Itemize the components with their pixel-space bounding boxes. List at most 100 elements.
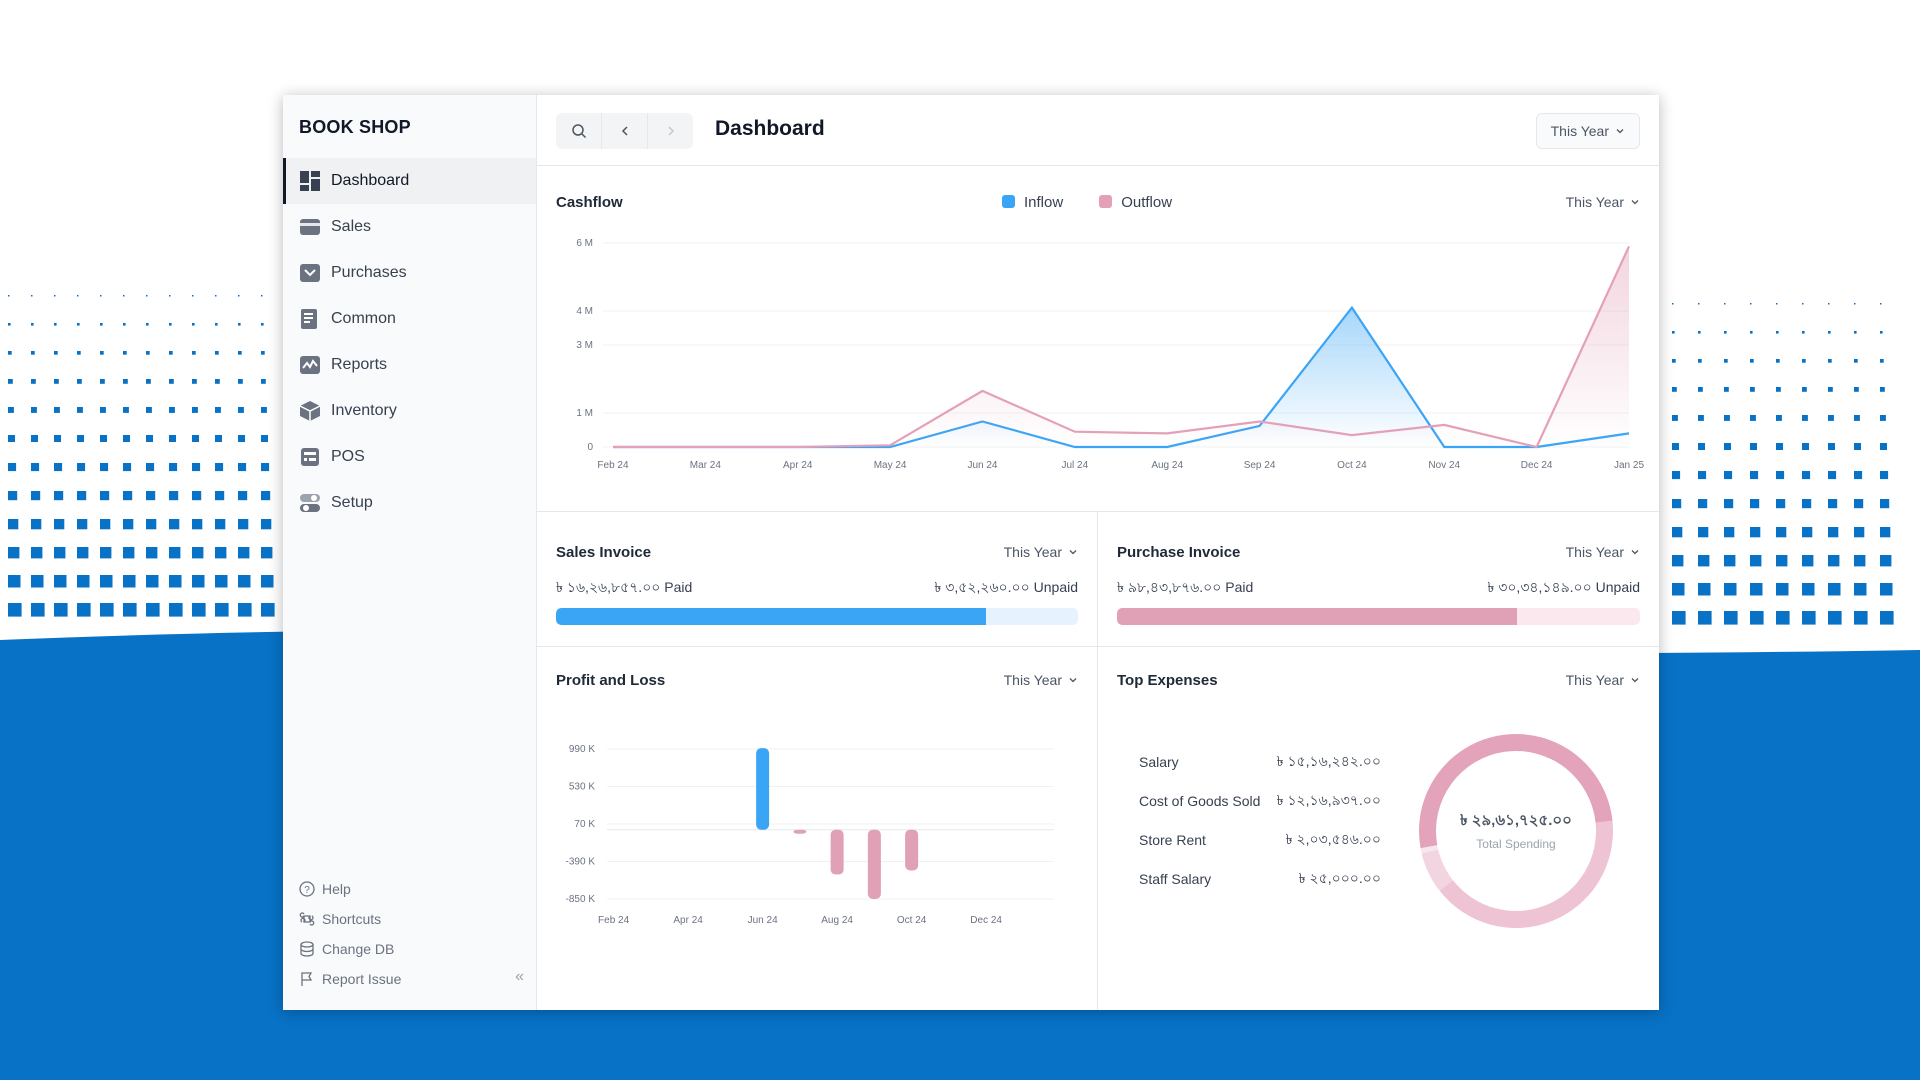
sidebar-item-sales[interactable]: Sales (283, 204, 536, 250)
cashflow-period-dropdown[interactable]: This Year (1566, 194, 1640, 210)
x-tick-label: Mar 24 (690, 460, 722, 471)
back-button[interactable] (602, 113, 648, 149)
list-item: Staff Salary ৳ ২৫,০০০.০০ (1139, 859, 1381, 898)
profit-loss-period-label: This Year (1003, 672, 1062, 688)
series-area-outflow (613, 246, 1629, 447)
purchase-progress-fill (1117, 608, 1517, 625)
sales-progress-fill (556, 608, 986, 625)
expense-label: Salary (1139, 753, 1179, 770)
chevron-down-icon (1069, 550, 1077, 555)
bottom-row: Profit and Loss This Year 990 K 530 K 70 K… (537, 647, 1659, 1010)
series-line-outflow (613, 245, 1630, 449)
sidebar-item-purchases[interactable]: Purchases (283, 250, 536, 296)
change-db-link[interactable]: Change DB (299, 934, 521, 964)
x-tick-label: Aug 24 (821, 915, 853, 926)
x-tick-label: Jun 24 (748, 915, 778, 926)
sales-invoice-period-label: This Year (1003, 544, 1062, 560)
shortcuts-label: Shortcuts (322, 911, 382, 927)
setup-icon (300, 494, 320, 512)
expense-label: Store Rent (1139, 831, 1206, 848)
purchase-invoice-period-label: This Year (1565, 544, 1624, 560)
legend-inflow: Inflow (1002, 194, 1063, 211)
sales-invoice-period-dropdown[interactable]: This Year (1004, 544, 1078, 560)
sidebar-item-reports[interactable]: Reports (283, 342, 536, 388)
y-tick-label: 6 M (576, 238, 593, 249)
sidebar-item-dashboard[interactable]: Dashboard (283, 158, 536, 204)
donut-slice-store-rent (1421, 849, 1453, 891)
chevron-left-icon (621, 126, 628, 136)
y-tick-label: 70 K (574, 819, 595, 830)
outflow-swatch (1099, 195, 1113, 208)
sidebar-item-common[interactable]: Common (283, 296, 536, 342)
y-tick-label: 3 M (576, 340, 593, 351)
series-line-inflow (613, 305, 1630, 449)
profit-loss-card: Profit and Loss This Year 990 K 530 K 70 K… (537, 647, 1098, 1010)
forward-button[interactable] (648, 113, 693, 149)
sales-icon (300, 219, 320, 235)
top-expenses-period-dropdown[interactable]: This Year (1566, 672, 1640, 688)
purchase-invoice-title: Purchase Invoice (1117, 544, 1241, 561)
legend-inflow-label: Inflow (1024, 194, 1064, 211)
help-link[interactable]: ? Help (299, 874, 521, 904)
sales-invoice-card: Sales Invoice This Year ৳ ১৬,২৬,৮৫৭.০০ P… (537, 512, 1098, 646)
expenses-list: Salary ৳ ১৫,১৬,২৪২.০০ Cost of Goods Sold ৳… (1139, 742, 1381, 898)
list-item: Salary ৳ ১৫,১৬,২৪২.০০ (1139, 742, 1381, 781)
shortcuts-link[interactable]: Shortcuts (299, 904, 521, 934)
sidebar-item-inventory[interactable]: Inventory (283, 388, 536, 434)
command-icon (299, 912, 315, 926)
purchase-invoice-period-dropdown[interactable]: This Year (1566, 544, 1640, 560)
sidebar-item-label: Sales (331, 218, 372, 235)
y-tick-label: 1 M (576, 408, 593, 419)
expense-value: ৳ ১২,১৬,৯৩৭.০০ (1276, 791, 1381, 808)
x-tick-label: Oct 24 (897, 915, 927, 926)
search-icon (571, 124, 586, 139)
cashflow-chart: 6 M 4 M 3 M 1 M 0 Feb 24 Mar 24 Apr 24 May 24 Jun… (576, 238, 1644, 471)
x-tick-label: Nov 24 (1428, 460, 1460, 471)
sidebar-item-label: Dashboard (331, 172, 410, 189)
profit-loss-title: Profit and Loss (556, 672, 666, 689)
sidebar-item-pos[interactable]: POS (283, 434, 536, 480)
expense-label: Cost of Goods Sold (1139, 792, 1261, 809)
pos-icon (301, 448, 319, 466)
database-icon (300, 941, 314, 957)
sidebar-item-label: Inventory (331, 402, 397, 419)
profit-loss-period-dropdown[interactable]: This Year (1004, 672, 1078, 688)
y-tick-label: 530 K (569, 782, 595, 793)
x-tick-label: Oct 24 (1337, 460, 1367, 471)
collapse-sidebar-button[interactable]: « (515, 968, 524, 985)
invoice-row: Sales Invoice This Year ৳ ১৬,২৬,৮৫৭.০০ P… (537, 512, 1659, 647)
bar-aug-24 (830, 829, 844, 875)
sales-paid-amount: ৳ ১৬,২৬,৮৫৭.০০ Paid (556, 579, 693, 595)
x-tick-label: Apr 24 (783, 460, 813, 471)
reports-icon (300, 356, 320, 374)
expense-label: Staff Salary (1139, 870, 1212, 887)
sidebar-item-label: POS (331, 448, 365, 465)
bar-jun-24 (756, 748, 770, 830)
y-tick-label: 4 M (576, 306, 593, 317)
y-tick-label: 990 K (569, 744, 595, 755)
x-tick-label: Dec 24 (970, 915, 1002, 926)
series-area-inflow (613, 307, 1629, 447)
report-issue-label: Report Issue (322, 971, 402, 987)
sidebar-item-label: Reports (331, 356, 388, 373)
x-tick-label: Apr 24 (673, 915, 703, 926)
sales-progress-track (556, 608, 1078, 625)
bar-sep-24 (867, 829, 881, 899)
chevron-down-icon (1631, 678, 1639, 683)
list-item: Store Rent ৳ ২,০৩,৫৪৬.০০ (1139, 820, 1381, 859)
sales-invoice-title: Sales Invoice (556, 544, 652, 561)
legend-outflow-label: Outflow (1121, 194, 1173, 211)
sales-unpaid-amount: ৳ ৩,৫২,২৬০.০০ Unpaid (934, 579, 1078, 595)
top-expenses-card: Top Expenses This Year Salary ৳ ১৫,১৬,২৪২… (1098, 647, 1659, 1010)
report-issue-link[interactable]: Report Issue (299, 964, 521, 994)
purchase-paid-amount: ৳ ৯৮,৪৩,৮৭৬.০০ Paid (1117, 579, 1254, 595)
total-spending-label: Total Spending (1476, 837, 1556, 851)
search-button[interactable] (556, 113, 602, 149)
cashflow-period-label: This Year (1565, 194, 1624, 210)
period-dropdown[interactable]: This Year (1535, 113, 1640, 149)
list-item: Cost of Goods Sold ৳ ১২,১৬,৯৩৭.০০ (1139, 781, 1381, 820)
donut-center: ৳ ২৯,৬১,৭২৫.০০ Total Spending (1404, 809, 1628, 851)
chevron-down-icon (1631, 200, 1639, 205)
sidebar-item-setup[interactable]: Setup (283, 480, 536, 526)
